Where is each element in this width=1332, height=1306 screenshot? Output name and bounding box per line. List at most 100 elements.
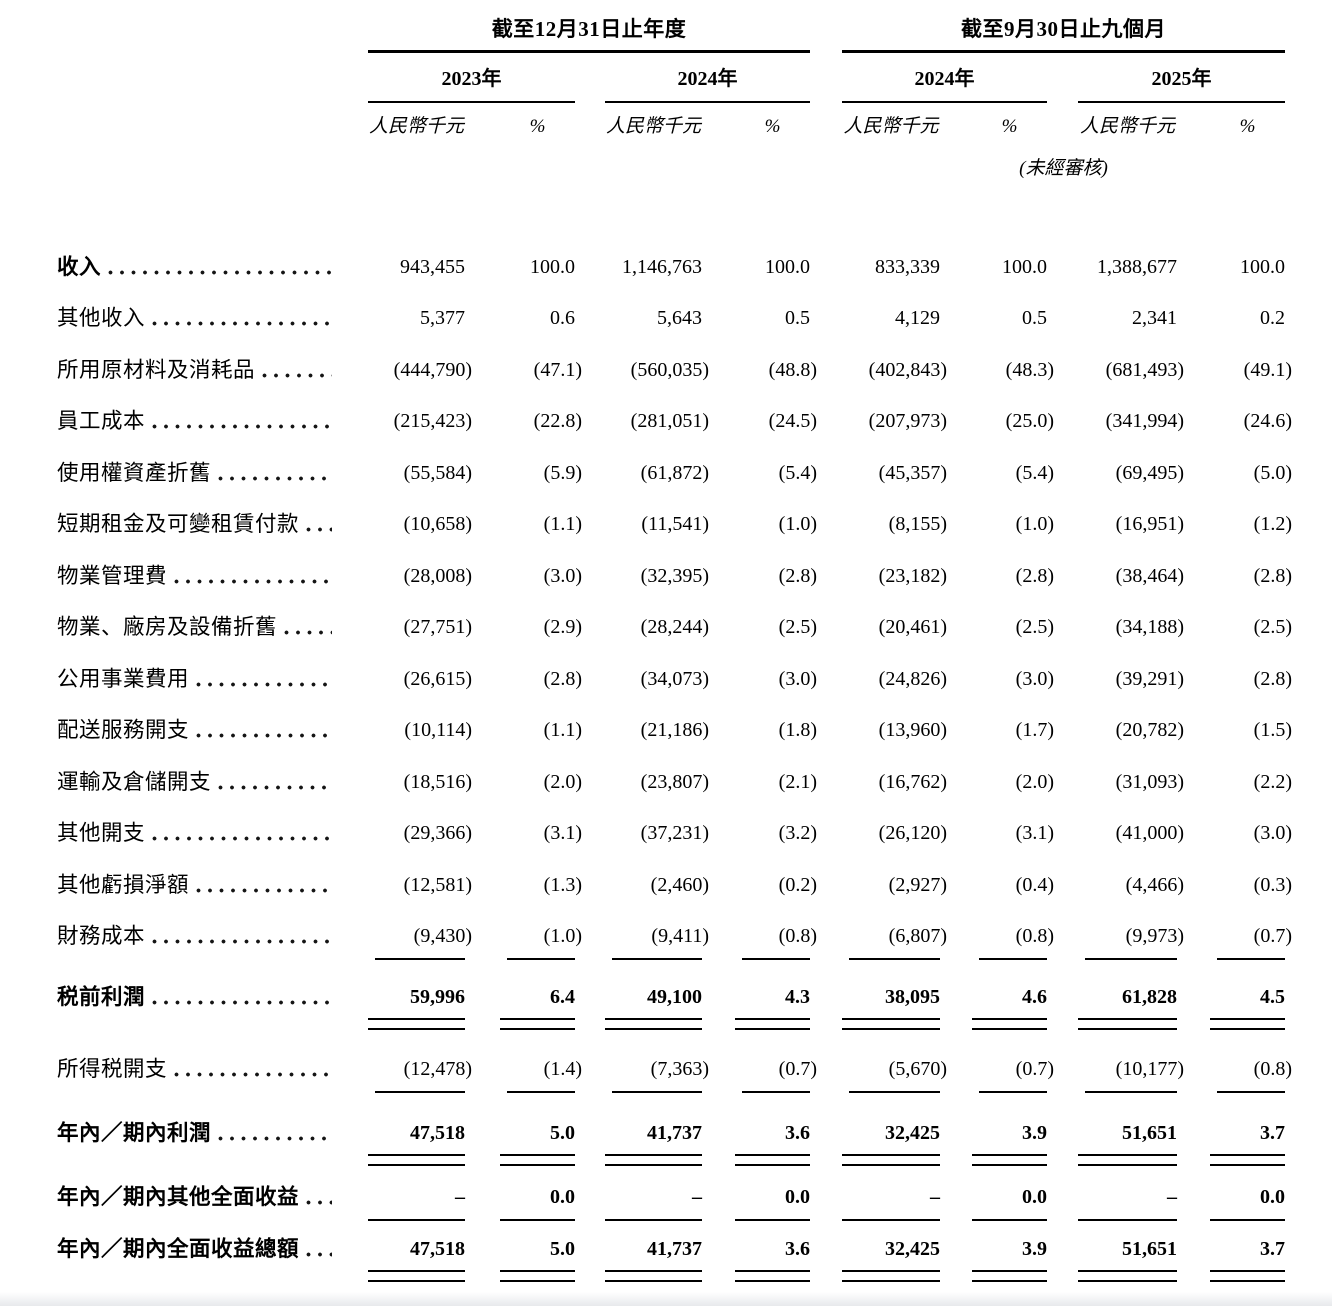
table-header-note: (未經審核) <box>57 155 1285 183</box>
value-2024fy-amount: (37,231) <box>640 822 709 844</box>
value-2024fy-amount: (9,411) <box>612 922 709 960</box>
value-2024-9m-amount: (20,461) <box>878 616 947 638</box>
value-2023-amount: (26,615) <box>403 667 472 690</box>
value-2025-9m-amount: (9,973) <box>1085 922 1184 960</box>
dot-leader <box>174 578 332 584</box>
value-2024-9m-amount: (24,826) <box>878 667 947 690</box>
dot-leader <box>196 887 332 893</box>
value-2025-9m-percent: 100.0 <box>1240 255 1285 278</box>
value-2024-9m-percent: 4.6 <box>972 983 1047 1030</box>
value-2024-9m-percent: (3.1) <box>1015 822 1054 844</box>
year-2025-9m: 2025年 <box>1078 61 1285 103</box>
row-label-cell: 使用權資產折舊 <box>57 459 368 487</box>
value-2023-percent: 5.0 <box>500 1119 575 1166</box>
header-spacer <box>57 61 368 103</box>
value-2023-percent: (1.1) <box>543 719 582 741</box>
value-2025-9m-amount: (681,493) <box>1105 358 1184 381</box>
value-2024fy-amount: 41,737 <box>605 1119 702 1166</box>
value-2023-amount: (28,008) <box>403 564 472 587</box>
dot-leader <box>152 939 332 944</box>
header-spacer <box>57 16 368 53</box>
value-2025-9m-percent: (5.0) <box>1253 461 1292 484</box>
row-label-cell: 其他收入 <box>57 304 368 332</box>
value-2023-amount: (215,423) <box>393 410 472 432</box>
row-label: 物業、廠房及設備折舊 <box>57 615 278 639</box>
value-2024fy-amount: (32,395) <box>640 564 709 587</box>
row-label: 税前利潤 <box>57 984 146 1009</box>
value-2024fy-amount: (7,363) <box>612 1055 709 1093</box>
value-2024fy-percent: (2.5) <box>778 616 817 638</box>
dot-leader <box>284 630 332 635</box>
value-2025-9m-amount: 1,388,677 <box>1097 255 1177 278</box>
value-2025-9m-percent: (1.2) <box>1253 513 1292 535</box>
value-2025-9m-percent: (2.8) <box>1253 667 1292 690</box>
table-header-units: 人民幣千元 % 人民幣千元 % 人民幣千元 % 人民幣千元 % <box>57 113 1285 141</box>
table-row: 年內／期內利潤 47,518 5.0 41,737 3.6 32,425 3.9… <box>57 1105 1285 1166</box>
value-2024fy-percent: (0.2) <box>778 873 817 896</box>
value-2024fy-percent: (3.0) <box>778 667 817 690</box>
value-2025-9m-percent: (0.8) <box>1217 1055 1292 1093</box>
value-2025-9m-amount: 2,341 <box>1132 307 1177 329</box>
value-2024-9m-amount: (16,762) <box>878 770 947 793</box>
value-2024fy-amount: (281,051) <box>630 410 709 432</box>
value-2023-amount: (9,430) <box>375 922 472 960</box>
value-2024-9m-percent: 3.9 <box>972 1119 1047 1166</box>
value-2025-9m-amount: (69,495) <box>1115 461 1184 484</box>
table-row: 年內／期內全面收益總額 47,518 5.0 41,737 3.6 32,425… <box>57 1221 1285 1282</box>
value-2025-9m-percent: 0.0 <box>1210 1183 1285 1221</box>
value-2025-9m-amount: – <box>1078 1183 1177 1221</box>
value-2024fy-percent: (0.8) <box>742 922 817 960</box>
value-2024-9m-percent: 0.0 <box>972 1183 1047 1221</box>
value-2024-9m-percent: (48.3) <box>1005 358 1054 381</box>
value-2024-9m-amount: (207,973) <box>868 410 947 432</box>
table-row: 使用權資產折舊 (55,584) (5.9) (61,872) (5.4) (4… <box>57 445 1292 497</box>
percent-label-2024-9m: % <box>1001 116 1018 137</box>
dot-leader <box>306 1200 332 1205</box>
value-2024-9m-amount: 32,425 <box>842 1235 940 1282</box>
value-2025-9m-percent: (0.7) <box>1217 922 1292 960</box>
value-2024-9m-percent: (5.4) <box>1015 461 1054 484</box>
row-label: 收入 <box>57 254 102 279</box>
financial-table: 截至12月31日止年度 截至9月30日止九個月 2023年 2024年 2024… <box>57 16 1292 1282</box>
year-2024-fy: 2024年 <box>605 61 810 103</box>
percent-label-2023: % <box>529 116 546 137</box>
value-2024fy-amount: (61,872) <box>640 461 709 484</box>
value-2023-amount: 59,996 <box>368 983 465 1030</box>
row-label: 年內／期內其他全面收益 <box>57 1185 300 1209</box>
row-label-cell: 短期租金及可變租賃付款 <box>57 510 368 538</box>
value-2024fy-percent: (2.8) <box>778 564 817 587</box>
row-label: 所用原材料及消耗品 <box>57 357 256 382</box>
row-label: 其他收入 <box>57 306 146 330</box>
row-label: 其他開支 <box>57 821 146 845</box>
row-label-cell: 公用事業費用 <box>57 665 368 693</box>
row-label-cell: 年內／期內其他全面收益 <box>57 1183 368 1211</box>
value-2025-9m-percent: (49.1) <box>1243 358 1292 381</box>
table-row: 其他虧損淨額 (12,581) (1.3) (2,460) (0.2) (2,9… <box>57 857 1292 909</box>
value-2025-9m-percent: 4.5 <box>1210 983 1285 1030</box>
value-2024-9m-percent: (2.5) <box>1015 616 1054 638</box>
row-label-cell: 財務成本 <box>57 922 368 950</box>
period-group-fy-title: 截至12月31日止年度 <box>368 16 810 53</box>
value-2023-amount: (27,751) <box>403 616 472 638</box>
row-label-cell: 年內／期內利潤 <box>57 1119 368 1147</box>
dot-leader <box>306 1251 332 1257</box>
dot-leader <box>262 372 332 378</box>
value-2025-9m-percent: (2.8) <box>1253 564 1292 587</box>
value-2024fy-percent: (1.0) <box>778 513 817 535</box>
value-2024fy-percent: 4.3 <box>735 983 810 1030</box>
table-row: 所用原材料及消耗品 (444,790) (47.1) (560,035) (48… <box>57 342 1292 394</box>
value-2024-9m-amount: – <box>842 1183 940 1221</box>
value-2024-9m-amount: (6,807) <box>849 922 947 960</box>
value-2025-9m-amount: (38,464) <box>1115 564 1184 587</box>
row-label: 運輸及倉儲開支 <box>57 769 212 794</box>
value-2024-9m-amount: (23,182) <box>878 564 947 587</box>
value-2024fy-percent: (5.4) <box>778 461 817 484</box>
row-label-cell: 員工成本 <box>57 407 368 435</box>
row-label-cell: 其他開支 <box>57 819 368 847</box>
value-2024-9m-percent: 100.0 <box>1002 255 1047 278</box>
value-2024fy-amount: (560,035) <box>630 358 709 381</box>
table-header-groups: 截至12月31日止年度 截至9月30日止九個月 <box>57 16 1285 53</box>
value-2024-9m-amount: (2,927) <box>888 873 947 896</box>
value-2025-9m-amount: (41,000) <box>1115 822 1184 844</box>
value-2024fy-percent: (3.2) <box>778 822 817 844</box>
